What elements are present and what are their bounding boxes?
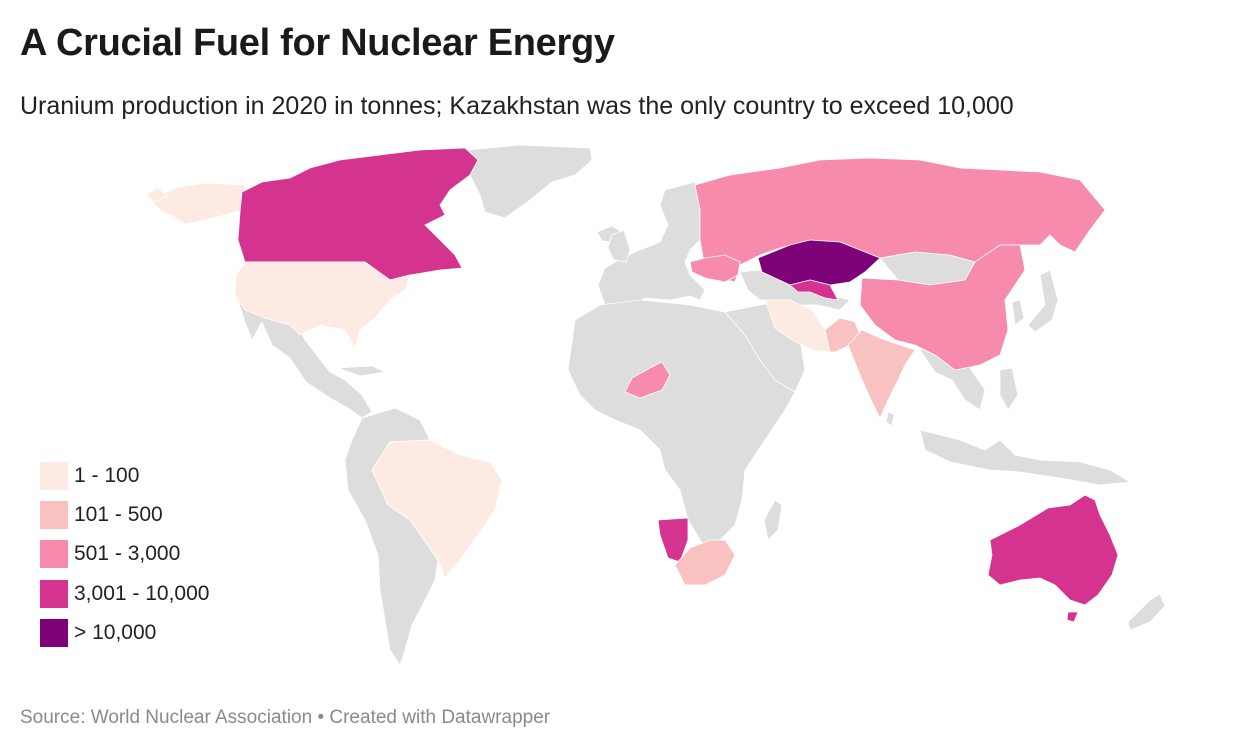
region-ukraine[interactable] — [689, 254, 741, 283]
region-mexico-central-america[interactable] — [237, 299, 373, 419]
region-caribbean[interactable] — [337, 365, 387, 377]
region-brazil[interactable] — [371, 439, 503, 579]
region-india[interactable] — [847, 329, 916, 419]
region-british-isles[interactable] — [607, 229, 631, 263]
region-tasmania[interactable] — [1066, 611, 1079, 623]
legend-swatch — [40, 618, 68, 647]
legend-label: 501 - 3,000 — [74, 542, 181, 566]
legend-label: 3,001 - 10,000 — [74, 581, 210, 605]
legend-swatch — [40, 579, 68, 608]
page-title: A Crucial Fuel for Nuclear Energy — [20, 22, 615, 64]
region-philippines[interactable] — [999, 367, 1019, 411]
region-korea[interactable] — [1011, 299, 1025, 326]
legend-item: 101 - 500 — [40, 495, 209, 534]
region-greenland[interactable] — [467, 144, 593, 219]
region-china[interactable] — [859, 244, 1026, 371]
region-uzbekistan[interactable] — [789, 279, 839, 301]
legend-item: 3,001 - 10,000 — [40, 574, 209, 613]
legend-item: 501 - 3,000 — [40, 535, 209, 574]
legend-label: 101 - 500 — [74, 502, 163, 526]
region-united-states[interactable] — [234, 261, 411, 350]
legend-label: 1 - 100 — [74, 463, 140, 487]
map-legend: 1 - 100 101 - 500 501 - 3,000 3,001 - 10… — [40, 456, 209, 652]
source-credit: Source: World Nuclear Association • Crea… — [20, 707, 551, 728]
region-south-africa[interactable] — [674, 539, 736, 586]
legend-swatch — [40, 500, 68, 529]
region-alaska[interactable] — [149, 182, 246, 225]
producer-regions — [144, 147, 1119, 623]
region-maritime-se-asia[interactable] — [919, 429, 1132, 486]
legend-item: > 10,000 — [40, 613, 209, 652]
land-no-data — [237, 144, 1166, 666]
region-sri-lanka[interactable] — [885, 411, 895, 427]
page-subtitle: Uranium production in 2020 in tonnes; Ka… — [20, 92, 1014, 120]
legend-swatch — [40, 461, 68, 490]
region-kazakhstan[interactable] — [757, 239, 881, 286]
region-japan[interactable] — [1027, 269, 1059, 333]
region-niger[interactable] — [624, 361, 671, 399]
legend-swatch — [40, 540, 68, 569]
region-canada[interactable] — [237, 147, 479, 281]
legend-item: 1 - 100 — [40, 456, 209, 495]
region-new-zealand[interactable] — [1127, 593, 1166, 631]
region-madagascar[interactable] — [763, 499, 783, 541]
region-aleutians[interactable] — [144, 187, 169, 203]
legend-label: > 10,000 — [74, 620, 157, 644]
region-australia[interactable] — [987, 494, 1119, 606]
